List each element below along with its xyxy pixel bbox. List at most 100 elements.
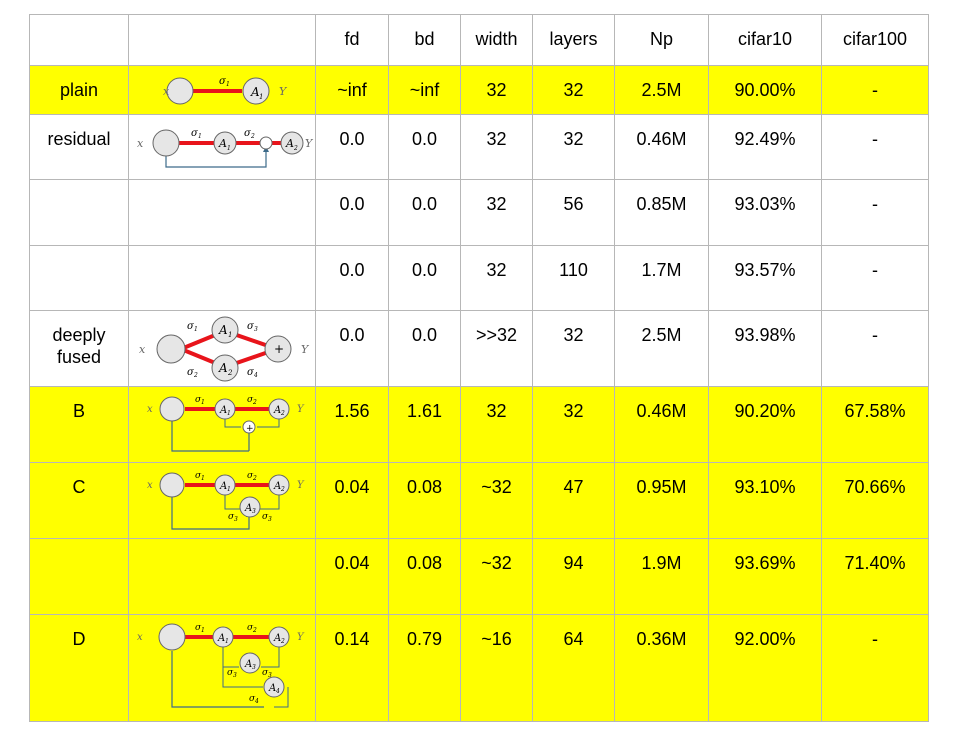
svg-text:2: 2 [252, 475, 257, 482]
width-cell: 32 [460, 179, 533, 246]
svg-text:Y: Y [297, 404, 305, 415]
svg-text:Y: Y [297, 480, 305, 491]
bd-cell: 0.0 [388, 245, 461, 311]
row-name: plain [29, 65, 129, 115]
table-row: D A 1 A 2 A [29, 614, 929, 722]
residual-network-svg: A 1 A 2 σ 1 σ 2 x Y [137, 128, 314, 168]
row-name: residual [29, 114, 129, 180]
svg-text:x: x [137, 137, 144, 150]
cifar100-cell: 67.58% [821, 386, 929, 463]
svg-text:A: A [219, 405, 227, 416]
svg-text:A: A [218, 361, 228, 375]
plain-network-diagram: A 1 σ 1 x Y [128, 65, 316, 115]
np-cell: 0.36M [614, 614, 709, 722]
svg-text:2: 2 [250, 133, 255, 140]
svg-text:σ: σ [195, 395, 202, 405]
svg-text:2: 2 [280, 486, 285, 493]
deeply-fused-network-svg: A 1 A 2 + σ 1 σ 2 σ 3 σ 4 x Y [139, 316, 310, 382]
results-table: fd bd width layers Np cifar10 cifar100 p… [29, 14, 929, 722]
cifar100-cell: 70.66% [821, 462, 929, 539]
cifar10-cell: 92.00% [708, 614, 822, 722]
svg-text:3: 3 [252, 664, 256, 671]
network-c-diagram: A 1 A 2 A 3 σ 1 σ 2 σ 3 σ 3 x Y [128, 462, 316, 539]
cifar100-cell: - [821, 245, 929, 311]
fd-cell: 0.04 [315, 462, 389, 539]
diagram-cell [128, 245, 316, 311]
svg-text:4: 4 [254, 698, 259, 705]
svg-text:A: A [244, 659, 252, 670]
table-row: 0.0 0.0 32 110 1.7M 93.57% - [29, 245, 929, 311]
width-cell: ~32 [460, 538, 533, 615]
cifar10-cell: 93.98% [708, 310, 822, 387]
bd-cell: 0.0 [388, 179, 461, 246]
width-cell: ~32 [460, 462, 533, 539]
svg-text:2: 2 [252, 627, 257, 634]
svg-text:1: 1 [225, 638, 229, 645]
svg-text:σ: σ [219, 76, 227, 87]
svg-text:σ: σ [262, 512, 269, 522]
header-np: Np [614, 14, 709, 66]
cifar100-cell: - [821, 179, 929, 246]
bd-cell: 1.61 [388, 386, 461, 463]
row-name [29, 179, 129, 246]
layers-cell: 32 [532, 65, 615, 115]
svg-text:A: A [219, 481, 227, 492]
np-cell: 1.9M [614, 538, 709, 615]
header-name-cell [29, 14, 129, 66]
width-cell: 32 [460, 386, 533, 463]
svg-text:1: 1 [201, 399, 205, 406]
svg-text:2: 2 [227, 369, 233, 377]
svg-text:x: x [137, 632, 143, 643]
svg-text:1: 1 [227, 145, 231, 152]
svg-text:2: 2 [193, 372, 198, 379]
svg-text:A: A [217, 633, 225, 644]
layers-cell: 94 [532, 538, 615, 615]
table-row: deeply fused A 1 A 2 + σ 1 [29, 310, 929, 387]
svg-text:1: 1 [227, 486, 231, 493]
network-c-svg: A 1 A 2 A 3 σ 1 σ 2 σ 3 σ 3 x Y [147, 471, 305, 530]
svg-text:A: A [273, 405, 281, 416]
table-row: 0.04 0.08 ~32 94 1.9M 93.69% 71.40% [29, 538, 929, 615]
table-row: C A 1 A 2 A 3 σ [29, 462, 929, 539]
header-diagram-cell [128, 14, 316, 66]
svg-text:1: 1 [259, 93, 263, 101]
svg-text:σ: σ [247, 321, 255, 332]
header-layers: layers [532, 14, 615, 66]
fd-cell: 0.0 [315, 114, 389, 180]
svg-text:1: 1 [201, 627, 205, 634]
svg-text:+: + [246, 424, 254, 434]
svg-text:3: 3 [234, 516, 238, 523]
svg-text:σ: σ [247, 623, 254, 633]
cifar100-cell: 71.40% [821, 538, 929, 615]
fd-cell: ~inf [315, 65, 389, 115]
row-name: C [29, 462, 129, 539]
header-bd: bd [388, 14, 461, 66]
cifar10-cell: 93.10% [708, 462, 822, 539]
table-row: 0.0 0.0 32 56 0.85M 93.03% - [29, 179, 929, 246]
network-d-diagram: A 1 A 2 A 3 A 4 σ 1 σ 2 σ 3 σ 3 σ [128, 614, 316, 722]
network-d-svg: A 1 A 2 A 3 A 4 σ 1 σ 2 σ 3 σ 3 σ [137, 623, 305, 708]
svg-text:σ: σ [191, 128, 199, 139]
svg-text:A: A [273, 633, 281, 644]
np-cell: 0.95M [614, 462, 709, 539]
width-cell: >>32 [460, 310, 533, 387]
np-cell: 1.7M [614, 245, 709, 311]
bd-cell: 0.0 [388, 114, 461, 180]
svg-text:3: 3 [268, 672, 272, 679]
layers-cell: 32 [532, 386, 615, 463]
fd-cell: 0.0 [315, 245, 389, 311]
bd-cell: 0.0 [388, 310, 461, 387]
svg-text:A: A [244, 503, 252, 514]
svg-text:σ: σ [247, 395, 254, 405]
cifar10-cell: 90.20% [708, 386, 822, 463]
bd-cell: 0.08 [388, 462, 461, 539]
svg-text:3: 3 [254, 326, 258, 333]
row-name: B [29, 386, 129, 463]
svg-text:4: 4 [253, 372, 258, 379]
fd-cell: 0.14 [315, 614, 389, 722]
table-row: residual A 1 A 2 σ 1 σ [29, 114, 929, 180]
svg-text:Y: Y [297, 632, 305, 643]
cifar100-cell: - [821, 310, 929, 387]
svg-text:x: x [147, 404, 153, 415]
cifar10-cell: 93.69% [708, 538, 822, 615]
